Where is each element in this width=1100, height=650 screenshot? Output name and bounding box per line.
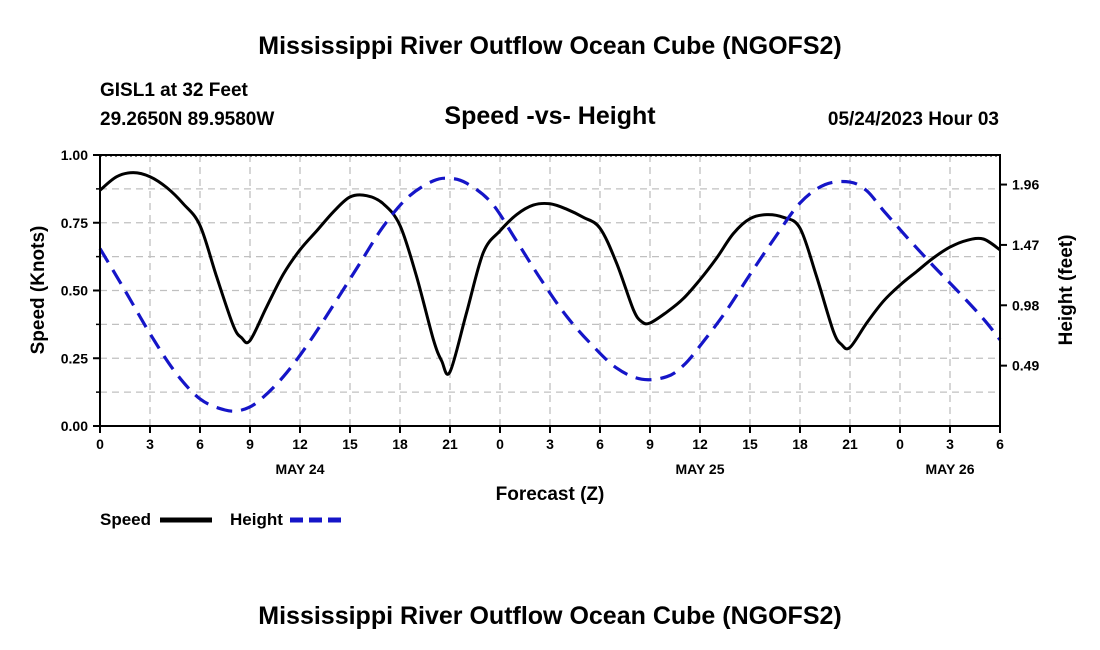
date-label: MAY 24 [275,461,324,477]
y-tick-label: 0.50 [61,283,88,299]
x-tick-label: 15 [742,436,758,452]
legend-height-label: Height [230,510,283,529]
x-tick-label: 9 [646,436,654,452]
x-tick-label: 3 [146,436,154,452]
main-title: Mississippi River Outflow Ocean Cube (NG… [258,32,841,60]
x-tick-label: 0 [96,436,104,452]
footer-title: Mississippi River Outflow Ocean Cube (NG… [258,602,841,630]
series-line-height [98,176,1002,413]
x-tick-label: 18 [792,436,808,452]
forecast-timestamp: 05/24/2023 Hour 03 [828,109,999,130]
chart-subtitle: Speed -vs- Height [444,102,656,130]
date-label: MAY 25 [675,461,724,477]
x-tick-label: 12 [692,436,708,452]
x-tick-label: 0 [896,436,904,452]
x-tick-label: 18 [392,436,408,452]
x-tick-label: 15 [342,436,358,452]
y2-axis-ticks: 0.49 0.98 1.47 1.96 [1000,177,1039,374]
y2-tick-label: 1.47 [1012,237,1039,253]
x-tick-label: 21 [842,436,858,452]
y-tick-label: 0.25 [61,350,88,366]
y-tick-label: 1.00 [61,147,88,163]
y2-tick-label: 0.49 [1012,358,1039,374]
x-axis-date-labels: MAY 24 MAY 25 MAY 26 [275,461,974,477]
x-axis-ticks: 0 3 6 9 12 15 18 21 0 3 6 9 12 15 18 21 0 3 6 [96,426,1004,452]
x-tick-label: 3 [946,436,954,452]
x-tick-label: 21 [442,436,458,452]
y-axis-ticks: 0.00 0.25 0.50 0.75 1.00 [61,147,100,434]
x-tick-label: 3 [546,436,554,452]
station-coords: 29.2650N 89.9580W [100,109,274,130]
date-label: MAY 26 [925,461,974,477]
legend: Speed Height [100,510,342,529]
y2-tick-label: 0.98 [1012,297,1039,313]
x-tick-label: 9 [246,436,254,452]
x-tick-label: 6 [996,436,1004,452]
x-tick-label: 0 [496,436,504,452]
station-label: GISL1 at 32 Feet [100,80,249,101]
x-axis-label: Forecast (Z) [496,484,605,505]
legend-speed-label: Speed [100,510,151,529]
series-line-speed [99,171,1001,376]
x-tick-label: 6 [196,436,204,452]
y-axis-label: Speed (Knots) [28,226,49,355]
y-tick-label: 0.75 [61,215,88,231]
plot-lines [98,171,1002,413]
y2-axis-label: Height (feet) [1056,235,1077,346]
x-tick-label: 12 [292,436,308,452]
y2-tick-label: 1.96 [1012,177,1039,193]
y-tick-label: 0.00 [61,418,88,434]
x-tick-label: 6 [596,436,604,452]
